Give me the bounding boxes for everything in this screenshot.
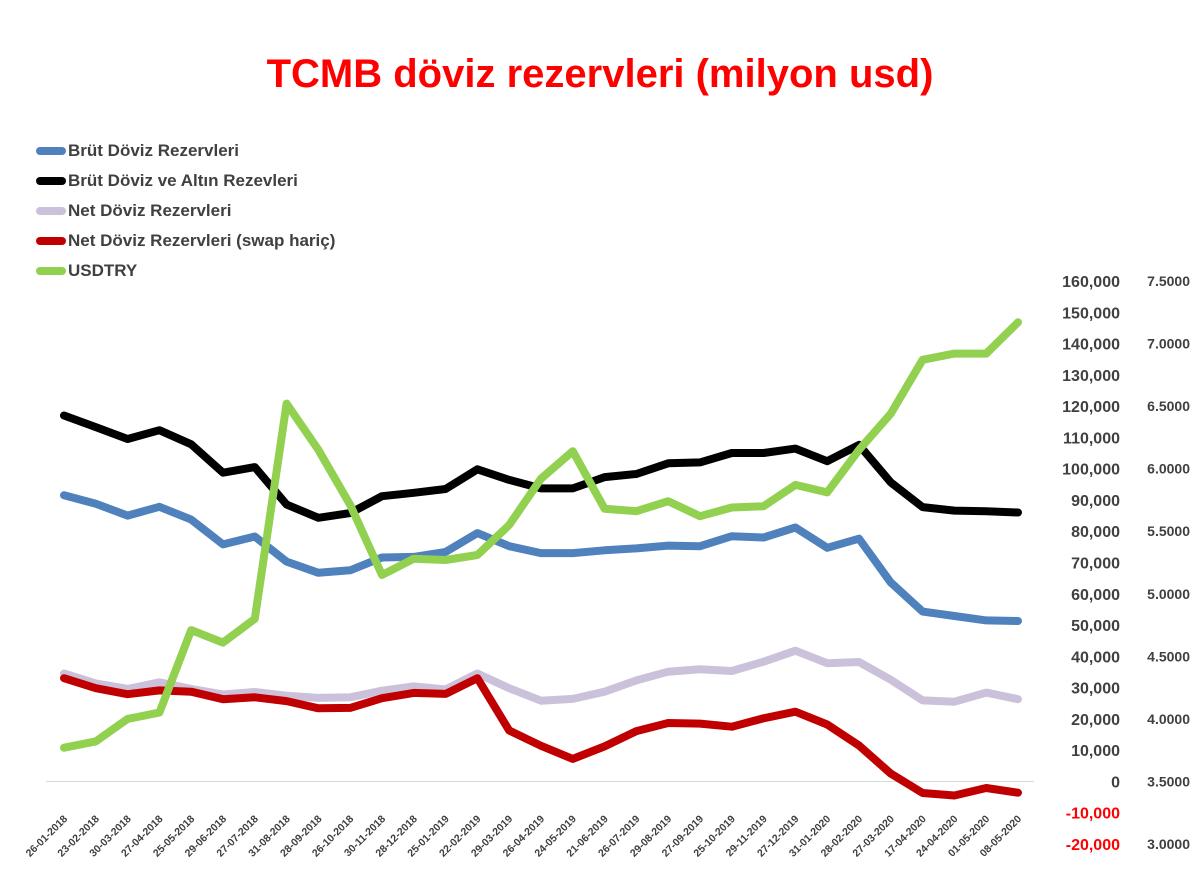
- y-left-tick-label: 120,000: [1062, 399, 1120, 416]
- series-line: [60, 674, 1022, 800]
- y-right-tick-label: 4.0000: [1147, 711, 1190, 727]
- y-left-tick-label: 140,000: [1062, 337, 1120, 354]
- y-right-tick-label: 4.5000: [1147, 648, 1190, 664]
- y-left-tick-label: 20,000: [1071, 712, 1120, 729]
- y-right-tick-label: 7.5000: [1147, 273, 1190, 289]
- y-left-tick-label: -10,000: [1066, 806, 1120, 823]
- y-right-tick-label: 5.5000: [1147, 523, 1190, 539]
- y-left-tick-label: 30,000: [1071, 681, 1120, 698]
- series-line: [60, 491, 1022, 625]
- y-left-tick-label: 10,000: [1071, 743, 1120, 760]
- legend-label: Brüt Döviz Rezervleri: [68, 141, 239, 160]
- y-right-tick-label: 3.5000: [1147, 773, 1190, 789]
- legend-item: Brüt Döviz ve Altın Rezevleri: [36, 166, 335, 196]
- legend-swatch: [36, 177, 66, 185]
- y-left-tick-label: 150,000: [1062, 305, 1120, 322]
- y-left-tick-label: 160,000: [1062, 274, 1120, 291]
- series-line: [60, 318, 1022, 752]
- legend-item: Net Döviz Rezervleri: [36, 196, 335, 226]
- legend-label: Net Döviz Rezervleri (swap hariç): [68, 231, 336, 250]
- legend-label: Net Döviz Rezervleri: [68, 201, 232, 220]
- y-left-tick-label: 90,000: [1071, 493, 1120, 510]
- y-right-tick-label: 5.0000: [1147, 586, 1190, 602]
- legend-item: USDTRY: [36, 256, 335, 286]
- legend-swatch: [36, 207, 66, 215]
- y-left-tick-label: 40,000: [1071, 649, 1120, 666]
- legend: Brüt Döviz Rezervleri Brüt Döviz ve Altın…: [36, 136, 335, 286]
- y-left-tick-label: 60,000: [1071, 587, 1120, 604]
- legend-swatch: [36, 267, 66, 275]
- y-right-tick-label: 6.0000: [1147, 461, 1190, 477]
- legend-label: Brüt Döviz ve Altın Rezevleri: [68, 171, 298, 190]
- y-left-tick-label: 110,000: [1063, 430, 1120, 447]
- series-line: [60, 646, 1022, 706]
- y-left-tick-label: 0: [1111, 774, 1120, 791]
- y-right-tick-label: 7.0000: [1147, 336, 1190, 352]
- y-left-tick-label: 50,000: [1071, 618, 1120, 635]
- chart-title: TCMB döviz rezervleri (milyon usd): [266, 52, 934, 96]
- legend-label: USDTRY: [68, 261, 138, 280]
- y-left-tick-label: -20,000: [1066, 837, 1120, 854]
- y-right-tick-label: 6.5000: [1147, 398, 1190, 414]
- y-right-tick-label: 3.0000: [1147, 836, 1190, 852]
- legend-item: Net Döviz Rezervleri (swap hariç): [36, 226, 335, 256]
- y-left-tick-label: 100,000: [1062, 462, 1120, 479]
- legend-item: Brüt Döviz Rezervleri: [36, 136, 335, 166]
- legend-swatch: [36, 237, 66, 245]
- y-left-tick-label: 130,000: [1062, 368, 1120, 385]
- y-left-tick-label: 70,000: [1071, 556, 1120, 573]
- legend-swatch: [36, 147, 66, 155]
- y-left-tick-label: 80,000: [1071, 524, 1120, 541]
